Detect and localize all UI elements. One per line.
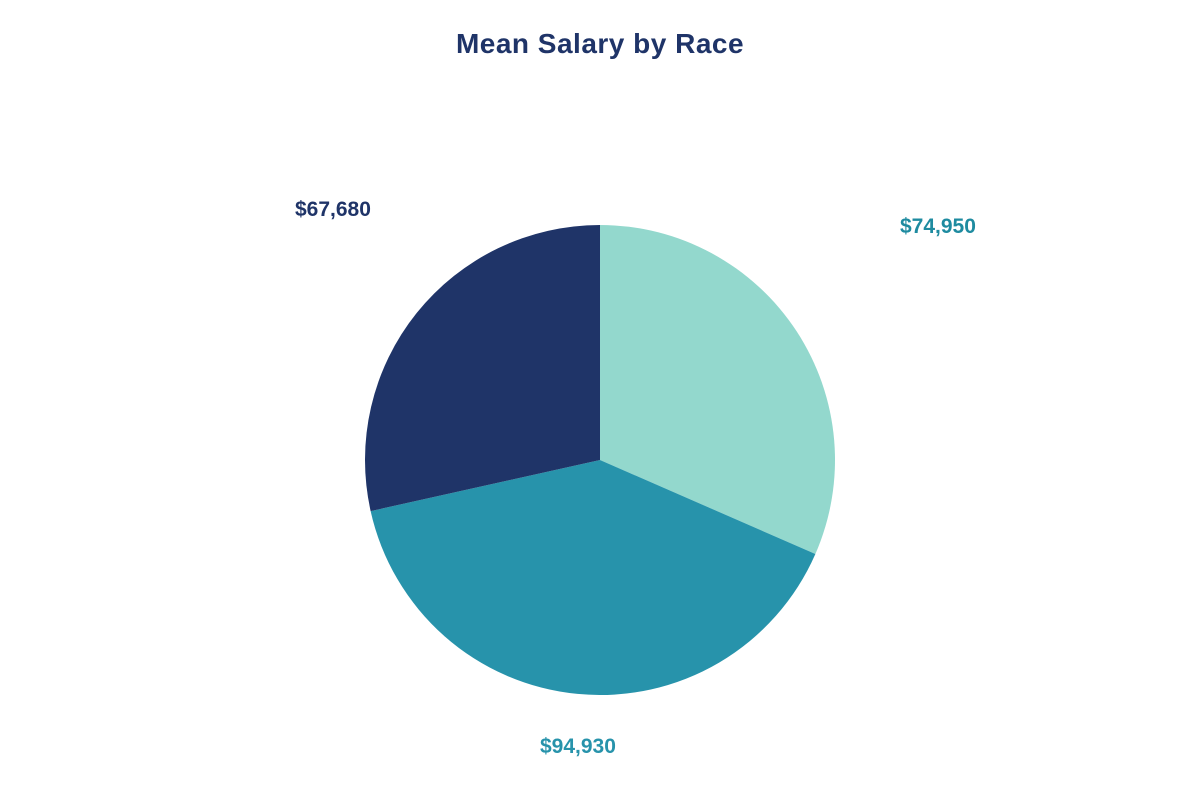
slice-label-1: $94,930 <box>540 735 616 759</box>
slice-label-2: $67,680 <box>295 198 371 222</box>
pie-svg <box>365 225 835 695</box>
slice-label-0: $74,950 <box>900 215 976 239</box>
chart-container: Mean Salary by Race $74,950 $94,930 $67,… <box>0 0 1200 799</box>
chart-title: Mean Salary by Race <box>0 28 1200 60</box>
pie-chart <box>365 225 835 695</box>
